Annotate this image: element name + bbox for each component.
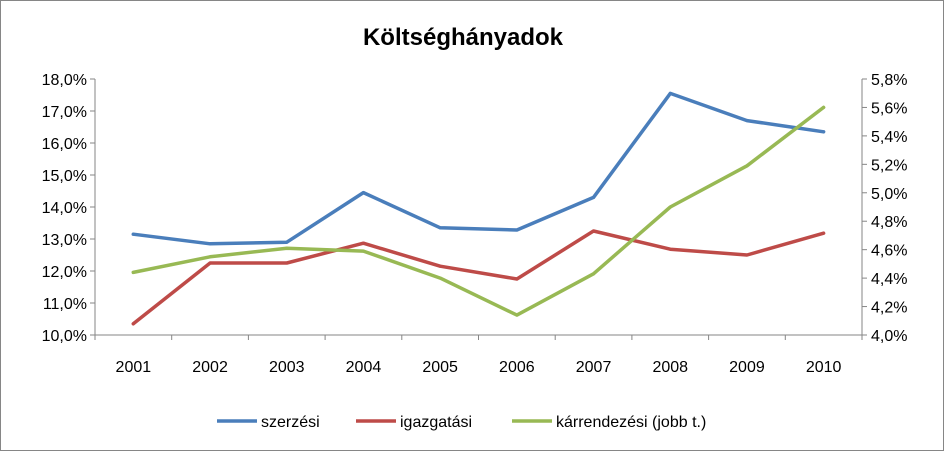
- right-tick-label: 5,0%: [871, 186, 907, 203]
- right-y-axis: 4,0% 4,2% 4,4% 4,6% 4,8% 5,0% 5,2% 5,4% 5,6% 5,8%: [862, 72, 907, 345]
- legend-label-1: szerzési: [261, 414, 320, 431]
- left-tick-label: 13,0%: [42, 232, 87, 249]
- series-1-point: [822, 130, 826, 134]
- x-tick-label: 2006: [499, 359, 535, 376]
- x-tick-label: 2001: [116, 359, 152, 376]
- legend-label-3: kárrendezési (jobb t.): [556, 414, 706, 431]
- series-1-point: [361, 191, 365, 195]
- series-3-point: [745, 164, 749, 168]
- series-1-point: [668, 91, 672, 95]
- series-1-point: [745, 119, 749, 123]
- legend-label-2: igazgatási: [400, 414, 472, 431]
- series-3-point: [822, 105, 826, 109]
- left-tick-label: 17,0%: [42, 104, 87, 121]
- x-tick-label: 2010: [806, 359, 842, 376]
- chart-title: Költséghányadok: [363, 24, 564, 51]
- x-tick-label: 2009: [729, 359, 765, 376]
- left-tick-label: 18,0%: [42, 72, 87, 89]
- left-tick-label: 11,0%: [43, 296, 87, 313]
- series-line-3: [131, 105, 826, 317]
- series-1-point: [131, 232, 135, 236]
- series-2-point: [745, 253, 749, 257]
- series-1-point: [515, 228, 519, 232]
- right-tick-label: 4,0%: [871, 328, 907, 345]
- series-3-point: [131, 270, 135, 274]
- x-tick-label: 2005: [422, 359, 458, 376]
- series-1-point: [208, 242, 212, 246]
- right-tick-label: 5,2%: [871, 157, 907, 174]
- right-tick-label: 5,6%: [871, 100, 907, 117]
- series-3-point: [208, 255, 212, 259]
- left-tick-label: 16,0%: [42, 136, 87, 153]
- series-2-point: [822, 231, 826, 235]
- series-3-point: [285, 246, 289, 250]
- right-tick-label: 4,2%: [871, 300, 907, 317]
- left-tick-label: 15,0%: [42, 168, 87, 185]
- series-3-point: [438, 276, 442, 280]
- left-tick-label: 12,0%: [42, 264, 87, 281]
- left-y-axis: 10,0% 11,0% 12,0% 13,0% 14,0% 15,0% 16,0% 17,0%…: [42, 72, 95, 345]
- series-2-point: [668, 247, 672, 251]
- series-2-point: [285, 261, 289, 265]
- series-2-point: [361, 241, 365, 245]
- series-1-point: [438, 226, 442, 230]
- x-tick-label: 2002: [192, 359, 228, 376]
- series-3-point: [592, 272, 596, 276]
- left-tick-label: 10,0%: [42, 328, 87, 345]
- right-tick-label: 5,8%: [871, 72, 907, 89]
- series-2-point: [131, 322, 135, 326]
- series-3-point: [361, 249, 365, 253]
- x-tick-label: 2003: [269, 359, 305, 376]
- series-line-2: [131, 229, 826, 326]
- right-tick-label: 4,8%: [871, 214, 907, 231]
- series-1-point: [592, 195, 596, 199]
- right-tick-label: 4,6%: [871, 243, 907, 260]
- series-2-point: [438, 264, 442, 268]
- x-axis: 2001 2002 2003 2004 2005 2006 2007 2008 2009 2010: [94, 335, 863, 376]
- series-2-point: [208, 261, 212, 265]
- x-tick-label: 2008: [652, 359, 688, 376]
- x-tick-label: 2004: [346, 359, 382, 376]
- left-tick-label: 14,0%: [42, 200, 87, 217]
- series-line-1: [131, 91, 826, 246]
- legend: szerzési igazgatási kárrendezési (jobb t.): [217, 414, 706, 431]
- series-2-point: [515, 277, 519, 281]
- right-tick-label: 5,4%: [871, 129, 907, 146]
- series-2-point: [592, 229, 596, 233]
- series-1-point: [285, 240, 289, 244]
- series-lines: [131, 91, 826, 326]
- right-tick-label: 4,4%: [871, 271, 907, 288]
- series-3-point: [515, 313, 519, 317]
- x-tick-label: 2007: [576, 359, 612, 376]
- series-3-point: [668, 205, 672, 209]
